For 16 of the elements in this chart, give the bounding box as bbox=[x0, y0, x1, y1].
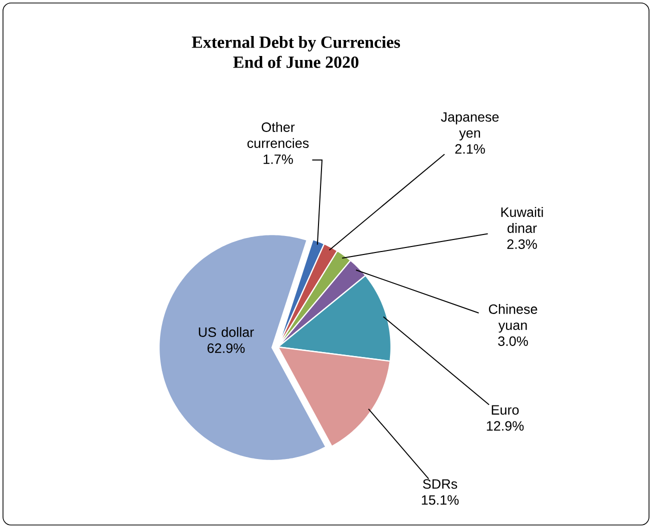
slice-label: Chinese yuan bbox=[488, 304, 538, 333]
data-label: 2.3% bbox=[507, 239, 537, 249]
chart-subtitle: End of June 2020 bbox=[233, 56, 358, 68]
data-label: 12.9% bbox=[486, 421, 524, 431]
data-label: 3.0% bbox=[498, 336, 528, 346]
slice-label: Kuwaiti dinar bbox=[501, 207, 543, 233]
data-label: 15.1% bbox=[422, 495, 459, 505]
slice-label: Euro bbox=[492, 405, 519, 415]
slice-label: US dollar bbox=[198, 327, 254, 337]
data-label: 2.1% bbox=[455, 144, 485, 154]
slice-label: Other currencies bbox=[247, 122, 309, 148]
data-label: 62.9% bbox=[208, 343, 245, 353]
slice-label: Japanese yen bbox=[440, 112, 499, 140]
slice-label: SDRs bbox=[422, 479, 458, 489]
chart-title: External Debt by Currencies bbox=[192, 36, 400, 52]
data-label: 1.7% bbox=[264, 154, 293, 164]
